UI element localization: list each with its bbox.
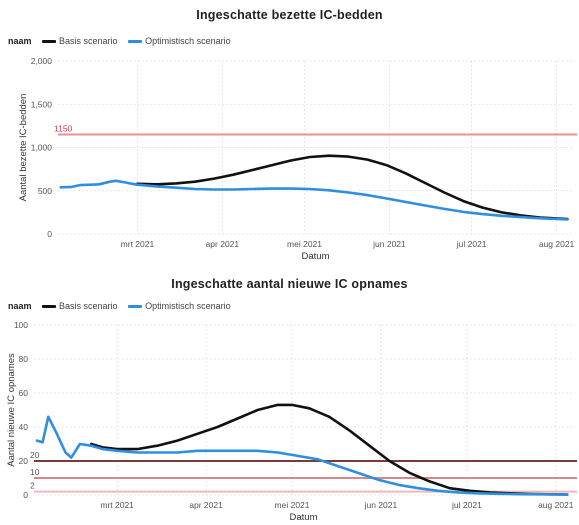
legend-entry-optimistisch[interactable]: Optimistisch scenario xyxy=(128,36,231,46)
legend-entry-basis[interactable]: Basis scenario xyxy=(42,301,118,311)
x-tick-label: jun 2021 xyxy=(364,500,398,510)
legend-label-basis: Basis scenario xyxy=(59,36,118,46)
chart-legend: naam Basis scenario Optimistisch scenari… xyxy=(8,36,239,46)
series-line-optimistisch xyxy=(59,179,569,221)
x-tick-label: mrt 2021 xyxy=(100,500,134,510)
y-tick-label: 0 xyxy=(47,229,52,239)
y-tick-label: 500 xyxy=(38,186,52,196)
y-tick-label: 0 xyxy=(23,490,28,500)
legend-label-basis: Basis scenario xyxy=(59,301,118,311)
y-tick-label: 1,000 xyxy=(31,143,53,153)
series-line-basis xyxy=(90,403,569,496)
legend-title: naam xyxy=(8,36,32,46)
x-axis-title: Datum xyxy=(302,251,330,262)
chart-plot-ic-admissions[interactable]: 0 20 40 60 80 100 mrt 2021 apr 2021 mei 2021 jun … xyxy=(0,265,579,525)
x-tick-label: mrt 2021 xyxy=(121,239,155,249)
legend-label-optimistisch: Optimistisch scenario xyxy=(145,301,231,311)
y-axis-title: Aantal bezette IC-bedden xyxy=(18,94,29,202)
legend-entry-optimistisch[interactable]: Optimistisch scenario xyxy=(128,301,231,311)
y-tick-label: 1,500 xyxy=(31,99,53,109)
y-tick-label: 40 xyxy=(19,422,29,432)
y-tick-label: 60 xyxy=(19,388,29,398)
legend-swatch-basis xyxy=(42,305,57,309)
legend-entry-basis[interactable]: Basis scenario xyxy=(42,36,118,46)
reference-line-label: 1150 xyxy=(54,124,73,134)
legend-swatch-optimistisch xyxy=(128,305,143,309)
x-tick-label: apr 2021 xyxy=(206,239,240,249)
chart-title: Ingeschatte aantal nieuwe IC opnames xyxy=(171,277,408,291)
x-tick-label: apr 2021 xyxy=(189,500,223,510)
x-tick-label: mei 2021 xyxy=(287,239,322,249)
x-tick-label: jul 2021 xyxy=(456,239,487,249)
legend-title: naam xyxy=(8,301,32,311)
y-axis-title: Aantal nieuwe IC opnames xyxy=(6,353,17,467)
y-tick-label: 80 xyxy=(19,354,29,364)
legend-label-optimistisch: Optimistisch scenario xyxy=(145,36,231,46)
y-tick-label: 100 xyxy=(14,320,28,330)
series-line-basis xyxy=(136,154,569,221)
reference-line-label: 20 xyxy=(30,450,40,460)
x-tick-label: mei 2021 xyxy=(275,500,310,510)
y-tick-label: 2,000 xyxy=(31,56,53,66)
reference-line-label: 2 xyxy=(30,481,35,491)
chart-legend: naam Basis scenario Optimistisch scenari… xyxy=(8,301,239,311)
legend-swatch-basis xyxy=(42,40,57,44)
x-tick-label: aug 2021 xyxy=(538,500,574,510)
legend-swatch-optimistisch xyxy=(128,40,143,44)
chart-panel-ic-beds: Ingeschatte bezette IC-bedden naam Basis… xyxy=(0,0,579,262)
chart-panel-ic-admissions: Ingeschatte aantal nieuwe IC opnames naa… xyxy=(0,265,579,525)
chart-plot-ic-beds[interactable]: 0 500 1,000 1,500 2,000 mrt 2021 apr 2021 mei 2… xyxy=(0,0,579,262)
x-axis-title: Datum xyxy=(290,512,318,523)
x-tick-label: aug 2021 xyxy=(539,239,575,249)
x-tick-label: jun 2021 xyxy=(372,239,406,249)
x-tick-label: jul 2021 xyxy=(451,500,482,510)
y-tick-label: 20 xyxy=(19,456,29,466)
chart-title: Ingeschatte bezette IC-bedden xyxy=(196,8,383,22)
reference-line-label: 10 xyxy=(30,467,40,477)
series-line-optimistisch xyxy=(35,415,569,496)
